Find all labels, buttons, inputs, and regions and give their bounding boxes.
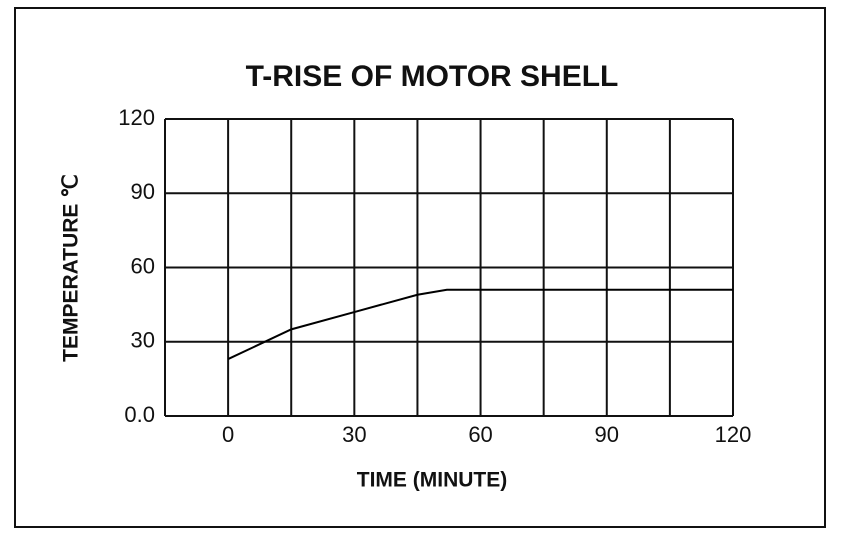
x-tick-label: 0 [222, 422, 234, 447]
y-axis-label: TEMPERATURE ℃ [60, 174, 83, 362]
x-axis-label: TIME (MINUTE) [357, 469, 507, 492]
x-tick-label: 60 [468, 422, 492, 447]
y-tick-label: 30 [131, 328, 155, 353]
y-tick-label: 90 [131, 179, 155, 204]
x-tick-label: 120 [715, 422, 752, 447]
y-tick-label: 0.0 [124, 402, 155, 427]
x-tick-label: 90 [595, 422, 619, 447]
y-tick-label: 120 [118, 105, 155, 130]
line [227, 288, 733, 360]
chart-title: T-RISE OF MOTOR SHELL [246, 60, 619, 93]
x-tick-label: 30 [342, 422, 366, 447]
y-tick-label: 60 [131, 253, 155, 278]
frame [14, 7, 826, 528]
